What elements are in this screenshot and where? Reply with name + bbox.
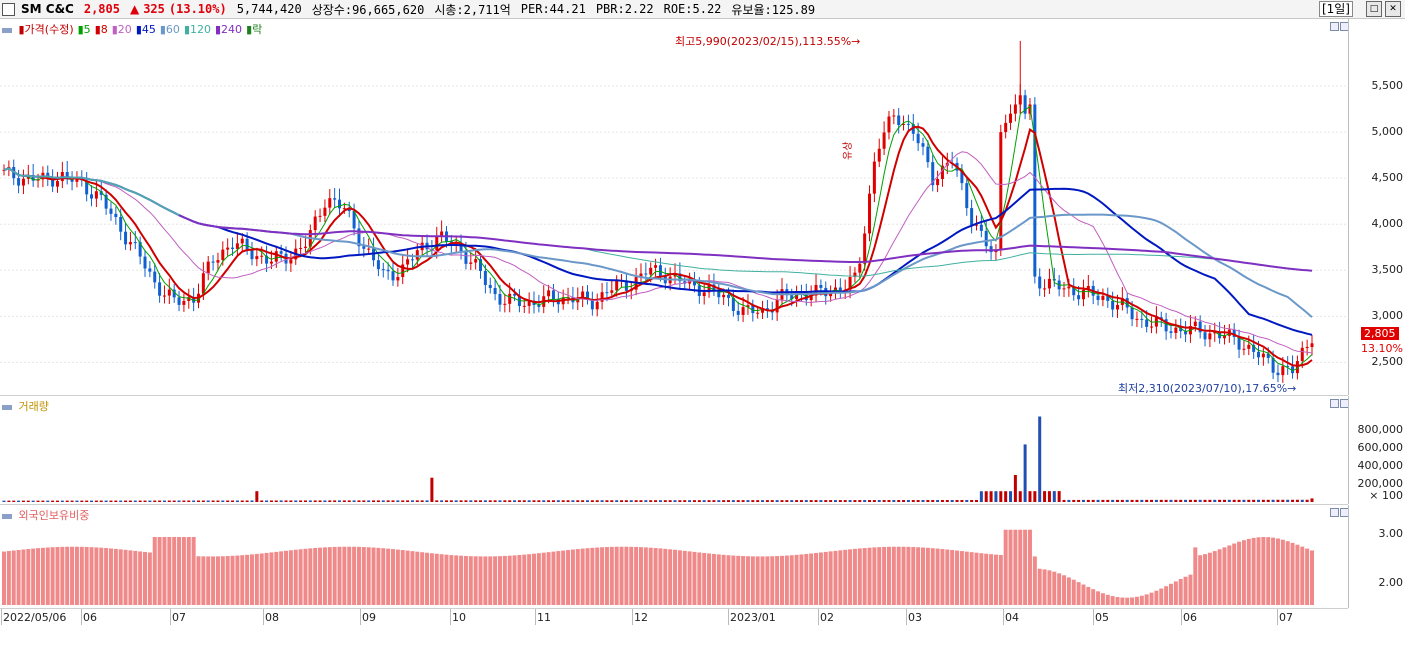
- legend-item-5[interactable]: ▮60: [159, 23, 180, 36]
- x-gridline: [818, 609, 819, 625]
- price-tick-label: 4,500: [1371, 171, 1404, 185]
- x-gridline: [632, 609, 633, 625]
- current-price: 2,805: [83, 2, 120, 16]
- x-tick-label: 05: [1095, 611, 1109, 624]
- pbr-value: PBR:2.22: [595, 2, 654, 16]
- legend-item-2[interactable]: ▮8: [94, 23, 108, 36]
- foreign-legend: 외국인보유비중: [2, 507, 89, 523]
- volume-panel[interactable]: 거래량: [0, 396, 1349, 505]
- legend-item-4[interactable]: ▮45: [135, 23, 156, 36]
- legend-item-1[interactable]: ▮5: [77, 23, 91, 36]
- x-tick-label: 09: [362, 611, 376, 624]
- legend-item-0[interactable]: ▮가격(수정): [18, 23, 74, 36]
- change-arrow-icon: ▲: [129, 2, 140, 16]
- volume-axis: × 100 800,000 600,000 400,000 200,000: [1348, 396, 1405, 504]
- x-gridline: [728, 609, 729, 625]
- foreign-ratio-panel[interactable]: 외국인보유비중: [0, 505, 1349, 609]
- current-price-tag: 2,805: [1361, 327, 1399, 341]
- per-value: PER:44.21: [520, 2, 586, 16]
- volume-unit: × 100: [1369, 489, 1403, 502]
- stock-name: SM C&C: [21, 2, 74, 16]
- panel-handle-icon[interactable]: [2, 513, 12, 519]
- price-change: 325: [143, 2, 165, 16]
- x-tick-label: 08: [265, 611, 279, 624]
- trade-volume: 5,744,420: [236, 2, 302, 16]
- panel-handle-icon[interactable]: [2, 404, 12, 410]
- price-panel[interactable]: ▮가격(수정) ▮5 ▮8 ▮20 ▮45 ▮60 ▮120 ▮240 ▮락: [0, 19, 1349, 396]
- x-tick-label: 11: [537, 611, 551, 624]
- x-tick-label: 03: [908, 611, 922, 624]
- x-gridline: [263, 609, 264, 625]
- maximize-icon[interactable]: □: [1366, 1, 1382, 17]
- foreign-tick-label: 2.00: [1378, 575, 1404, 589]
- x-gridline: [906, 609, 907, 625]
- x-tick-label: 2023/01: [730, 611, 776, 624]
- panel-minimize-icon[interactable]: [1330, 399, 1339, 408]
- x-gridline: [1, 609, 2, 625]
- foreign-legend-label: 외국인보유비중: [18, 509, 90, 522]
- x-gridline: [450, 609, 451, 625]
- foreign-tick-label: 3.00: [1378, 527, 1404, 541]
- market-cap: 시총:2,711억: [434, 2, 511, 17]
- legend-item-7[interactable]: ▮240: [215, 23, 243, 36]
- panel-minimize-icon[interactable]: [1330, 22, 1339, 31]
- x-tick-label: 02: [820, 611, 834, 624]
- current-pct-tag: 13.10%: [1361, 342, 1403, 356]
- panel-handle-icon[interactable]: [2, 27, 12, 33]
- legend-item-3[interactable]: ▮20: [111, 23, 132, 36]
- x-tick-label: 06: [1183, 611, 1197, 624]
- volume-legend-label: 거래량: [18, 400, 49, 413]
- x-tick-label: 06: [83, 611, 97, 624]
- period-selector[interactable]: [1일]: [1318, 1, 1353, 17]
- x-gridline: [170, 609, 171, 625]
- volume-legend: 거래량: [2, 398, 49, 414]
- select-checkbox[interactable]: [2, 2, 15, 16]
- x-gridline: [360, 609, 361, 625]
- x-gridline: [81, 609, 82, 625]
- price-tick-label: 2,500: [1371, 355, 1404, 369]
- panel-minimize-icon[interactable]: [1330, 508, 1339, 517]
- price-tick-label: 5,000: [1371, 125, 1404, 139]
- volume-tick-label: 200,000: [1357, 477, 1404, 490]
- price-tick-label: 3,000: [1371, 309, 1404, 323]
- volume-tick-label: 800,000: [1357, 423, 1404, 436]
- price-tick-label: 3,500: [1371, 263, 1404, 277]
- x-tick-label: 10: [452, 611, 466, 624]
- x-gridline: [1093, 609, 1094, 625]
- price-tick-label: 4,000: [1371, 217, 1404, 231]
- price-axis: 5,500 5,000 4,500 4,000 3,500 3,000 2,500 2,805…: [1348, 19, 1405, 395]
- price-change-pct: (13.10%): [168, 2, 227, 16]
- x-gridline: [1277, 609, 1278, 625]
- x-tick-label: 04: [1005, 611, 1019, 624]
- close-icon[interactable]: ✕: [1385, 1, 1401, 17]
- float-ratio: 유보율:125.89: [731, 2, 816, 17]
- x-gridline: [1003, 609, 1004, 625]
- foreign-axis: 3.00 2.00: [1348, 505, 1405, 608]
- legend-item-8[interactable]: ▮락: [246, 23, 263, 36]
- legend-item-6[interactable]: ▮120: [183, 23, 211, 36]
- volume-tick-label: 400,000: [1357, 459, 1404, 472]
- x-tick-label: 2022/05/06: [3, 611, 67, 624]
- x-tick-label: 07: [172, 611, 186, 624]
- x-tick-label: 12: [634, 611, 648, 624]
- volume-tick-label: 600,000: [1357, 441, 1404, 454]
- x-gridline: [535, 609, 536, 625]
- price-tick-label: 5,500: [1371, 79, 1404, 93]
- x-gridline: [1181, 609, 1182, 625]
- roe-value: ROE:5.22: [663, 2, 722, 16]
- listed-shares: 상장수:96,665,620: [311, 2, 425, 17]
- x-tick-label: 07: [1279, 611, 1293, 624]
- stock-info-bar: SM C&C 2,805 ▲ 325 (13.10%) 5,744,420 상장…: [0, 0, 1405, 19]
- price-legend: ▮가격(수정) ▮5 ▮8 ▮20 ▮45 ▮60 ▮120 ▮240 ▮락: [2, 21, 266, 37]
